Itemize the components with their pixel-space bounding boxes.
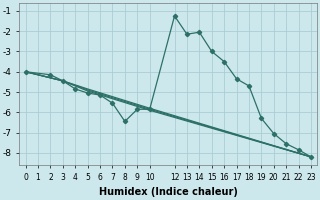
X-axis label: Humidex (Indice chaleur): Humidex (Indice chaleur) [99, 187, 238, 197]
